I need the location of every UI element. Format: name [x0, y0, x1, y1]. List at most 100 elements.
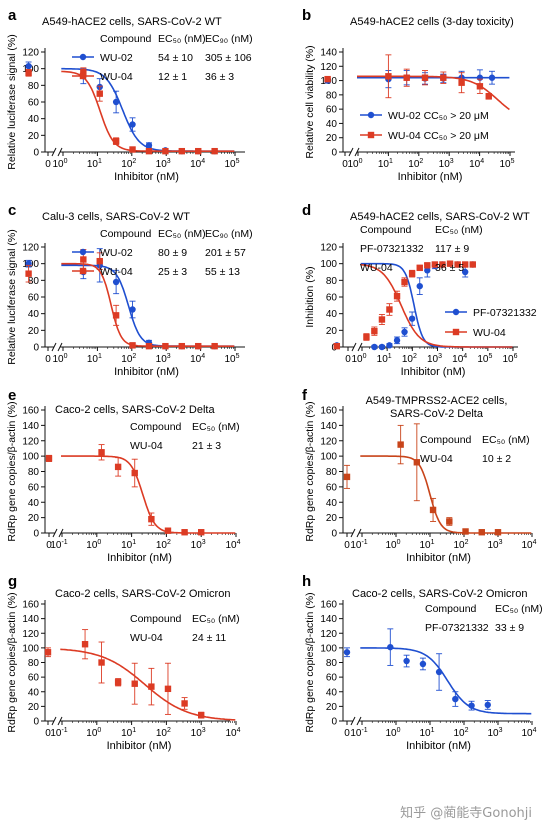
x-tick-label: 102	[402, 353, 417, 365]
fit-curve-WU-04	[61, 455, 236, 534]
legend-label: WU-04	[473, 327, 506, 339]
panel-f: f A549-TMPRSS2-ACE2 cells,SARS-CoV-2 Delt…	[302, 387, 537, 564]
x-tick-label: 103	[439, 158, 454, 170]
y-tick-label: 60	[28, 293, 40, 304]
data-point	[371, 327, 378, 335]
data-point	[81, 641, 89, 648]
data-point	[488, 74, 496, 81]
data-point	[178, 342, 186, 350]
series-PF-07321332	[343, 628, 532, 715]
data-point	[452, 695, 459, 703]
x-tick-label: 101	[87, 158, 102, 170]
data-point	[431, 261, 439, 268]
y-axis-label: Inhibition (%)	[304, 266, 316, 327]
table-header-cell: EC₉₀ (nM)	[205, 228, 253, 240]
y-tick-label: 80	[28, 467, 40, 478]
y-tick-label: 20	[28, 131, 40, 142]
axis-break-mark	[348, 147, 354, 157]
y-tick-label: 120	[22, 243, 39, 254]
panel-c: c Calu-3 cells, SARS-CoV-2 WT 0 20 40 60 80 100…	[6, 202, 253, 378]
legend-marker	[367, 131, 375, 139]
data-point	[421, 74, 429, 81]
data-point	[403, 74, 410, 81]
x-tick-label: 102	[156, 539, 171, 551]
x-axis-label: Inhibitor (nM)	[406, 552, 471, 564]
axis-break-mark	[52, 528, 58, 538]
x-tick-label: 100	[86, 539, 101, 551]
chart-title-g: Caco-2 cells, SARS-CoV-2 Omicron	[55, 588, 230, 600]
series-WU-04	[333, 260, 513, 350]
data-point	[198, 529, 205, 536]
y-tick-label: 120	[320, 62, 337, 73]
data-point	[363, 333, 370, 341]
table-header-cell: EC₅₀ (nM)	[192, 421, 240, 433]
panel-letter-e: e	[8, 387, 16, 404]
data-point	[211, 342, 218, 350]
y-tick-label: 120	[22, 436, 39, 447]
table-cell: 10 ± 2	[482, 453, 511, 465]
y-axis-label: Relative luciferase signal (%)	[6, 34, 18, 169]
data-point	[112, 98, 120, 106]
table-cell: WU-04	[130, 440, 163, 452]
x-tick-label: 105	[224, 353, 239, 365]
data-point	[96, 257, 103, 265]
x-tick-label: 103	[156, 158, 171, 170]
x-tick-label: 104	[190, 353, 205, 365]
data-point	[343, 649, 351, 656]
table-cell: WU-04	[100, 71, 133, 83]
x-tick-label: 100	[385, 539, 400, 551]
data-point	[181, 700, 188, 707]
table-cell: WU-04	[100, 266, 133, 278]
legend-label: WU-02 CC₅₀ > 20 μM	[388, 110, 489, 122]
y-tick-label: 80	[28, 81, 40, 92]
x-tick-label: 102	[121, 353, 136, 365]
y-axis-label: RdRp gene copies/β-actin (%)	[6, 401, 18, 541]
x-tick-label: 0	[342, 159, 348, 170]
x-tick-label: 101	[121, 539, 136, 551]
x-axis-label: Inhibitor (nM)	[107, 552, 172, 564]
axis-break-mark	[354, 147, 360, 157]
watermark-text: 知乎 @蔺能寺Gonohji	[400, 806, 532, 821]
data-point	[485, 93, 492, 100]
y-tick-label: 60	[28, 482, 40, 493]
table-header-cell: Compound	[425, 603, 477, 615]
data-point	[454, 261, 461, 268]
y-tick-label: 40	[326, 309, 338, 320]
panel-letter-c: c	[8, 202, 16, 219]
y-tick-label: 40	[326, 498, 338, 509]
data-point	[494, 529, 502, 536]
y-tick-label: 80	[326, 658, 338, 669]
y-tick-label: 40	[28, 114, 40, 125]
table-cell: 25 ± 3	[158, 266, 187, 278]
x-tick-label: 101	[377, 353, 392, 365]
x-tick-label: 100	[86, 727, 101, 739]
x-tick-label: 10-1	[50, 727, 67, 739]
fit-curve-PF-07321332	[360, 647, 532, 715]
x-tick-label: 105	[224, 158, 239, 170]
series-WU-04	[25, 67, 235, 155]
data-point	[393, 292, 401, 300]
y-tick-label: 0	[33, 343, 39, 354]
table-header-cell: Compound	[130, 421, 182, 433]
table-cell: WU-04	[130, 632, 163, 644]
table-cell: PF-07321332	[425, 622, 489, 634]
y-tick-label: 20	[326, 326, 338, 337]
data-point	[343, 473, 351, 481]
x-axis-label: Inhibitor (nM)	[401, 366, 466, 378]
y-tick-label: 0	[331, 148, 337, 159]
y-tick-label: 100	[320, 643, 337, 654]
data-point	[198, 711, 205, 719]
y-tick-label: 160	[320, 600, 337, 611]
panel-letter-f: f	[302, 387, 308, 404]
data-point	[145, 147, 153, 155]
y-tick-label: 40	[326, 687, 338, 698]
table-header-cell: EC₅₀ (nM)	[435, 224, 483, 236]
data-point	[162, 342, 169, 350]
data-point	[393, 337, 401, 344]
data-point	[435, 668, 443, 676]
legend-marker	[79, 53, 87, 61]
data-point	[25, 270, 32, 277]
x-tick-label: 10-1	[50, 539, 67, 551]
x-tick-label: 104	[452, 353, 467, 365]
